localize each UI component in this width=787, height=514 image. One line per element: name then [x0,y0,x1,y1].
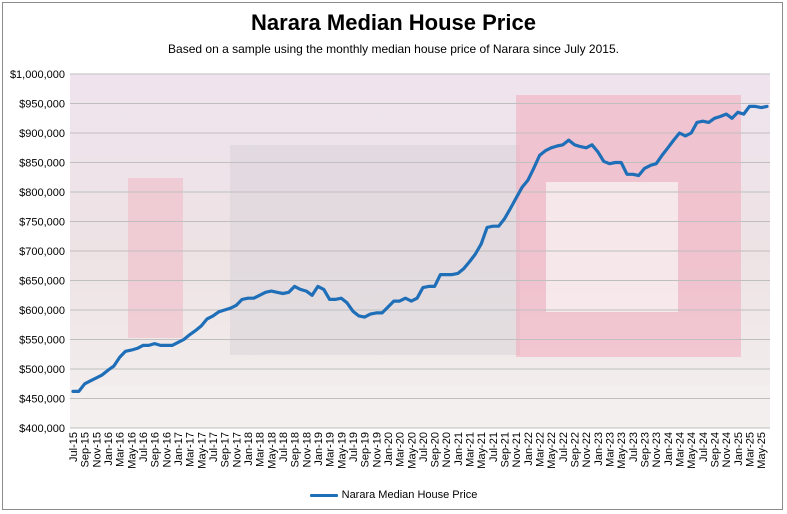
chart-subtitle: Based on a sample using the monthly medi… [168,42,619,56]
x-tick-label: Mar-21 [465,432,477,467]
x-tick-label: Mar-17 [185,432,197,467]
x-tick-label: Sep-22 [570,432,582,467]
x-tick-label: Mar-20 [395,432,407,467]
x-tick-label: Sep-17 [220,432,232,467]
x-tick-label: Jul-16 [138,432,150,462]
x-tick-label: May-25 [756,432,768,469]
x-tick-label: Sep-16 [150,432,162,467]
x-tick-label: Jul-15 [68,432,80,462]
bg-signboard [546,182,678,312]
x-tick-label: Nov-20 [441,432,453,467]
x-tick-label: Nov-15 [91,432,103,467]
y-tick-label: $850,000 [19,158,65,170]
x-tick-label: Sep-23 [640,432,652,467]
bg-building-left [128,178,183,338]
x-tick-label: Jul-20 [418,432,430,462]
x-tick-label: Nov-19 [371,432,383,467]
y-tick-label: $500,000 [19,364,65,376]
x-tick-label: Jan-24 [663,432,675,466]
x-tick-label: Jan-25 [733,432,745,466]
x-tick-label: Jan-19 [313,432,325,466]
x-tick-label: Jul-22 [558,432,570,462]
y-tick-label: $750,000 [19,217,65,229]
y-axis: $400,000 $450,000 $500,000 $550,000 $600,000… [10,69,65,435]
legend: Narara Median House Price [0,489,787,501]
y-tick-label: $800,000 [19,187,65,199]
series-line-narara-median-house-price [71,104,769,393]
legend-label: Narara Median House Price [341,489,478,501]
x-tick-label: Mar-18 [255,432,267,467]
x-tick-label: Sep-21 [500,432,512,467]
x-tick-label: Jan-18 [243,432,255,466]
x-tick-label: May-18 [266,432,278,469]
x-tick-label: Mar-19 [325,432,337,467]
x-tick-label: Jul-24 [698,432,710,462]
x-tick-label: Jan-17 [173,432,185,466]
x-tick-label: Nov-17 [231,432,243,467]
y-tick-label: $550,000 [19,335,65,347]
x-tick-label: May-19 [336,432,348,469]
x-tick-label: Sep-15 [80,432,92,467]
x-tick-label: May-22 [546,432,558,469]
x-tick-label: Nov-23 [651,432,663,467]
x-tick-label: Jan-20 [383,432,395,466]
x-tick-label: Jan-23 [593,432,605,466]
gridlines [70,73,770,429]
x-tick-label: Mar-24 [675,432,687,467]
x-tick-label: May-24 [686,432,698,469]
x-tick-label: Sep-18 [290,432,302,467]
x-tick-label: Sep-19 [360,432,372,467]
x-tick-label: Jan-22 [523,432,535,466]
x-tick-label: Jul-23 [628,432,640,462]
y-tick-label: $400,000 [19,423,65,435]
x-tick-label: Mar-23 [605,432,617,467]
y-tick-label: $450,000 [19,394,65,406]
x-tick-label: May-16 [126,432,138,469]
x-tick-label: May-17 [196,432,208,469]
legend-swatch [309,493,338,497]
x-tick-label: Jan-16 [103,432,115,466]
x-tick-label: Sep-24 [710,432,722,467]
y-tick-label: $1,000,000 [10,69,65,81]
x-tick-label: Nov-24 [721,432,733,467]
x-tick-label: May-21 [476,432,488,469]
x-tick-label: Nov-16 [161,432,173,467]
y-tick-label: $600,000 [19,305,65,317]
x-tick-label: Nov-21 [511,432,523,467]
x-tick-label: Mar-22 [535,432,547,467]
series-line-layer [71,104,769,393]
y-tick-label: $900,000 [19,128,65,140]
x-tick-label: Sep-20 [430,432,442,467]
bg-road [70,385,770,428]
x-tick-label: May-20 [406,432,418,469]
x-tick-label: Mar-25 [745,432,757,467]
x-axis: Jul-15 Sep-15 Nov-15 Jan-16 Mar-16 May-16 Jul-… [68,432,768,469]
x-tick-label: Jul-19 [348,432,360,462]
bg-building-center [230,145,520,355]
x-tick-label: Nov-18 [301,432,313,467]
x-tick-label: Nov-22 [581,432,593,467]
y-tick-label: $950,000 [19,99,65,111]
chart-title: Narara Median House Price [251,10,536,35]
y-tick-label: $700,000 [19,246,65,258]
x-tick-label: Jul-18 [278,432,290,462]
x-tick-label: May-23 [616,432,628,469]
x-tick-label: Mar-16 [115,432,127,467]
x-tick-label: Jul-17 [208,432,220,462]
x-tick-label: Jan-21 [453,432,465,466]
x-tick-label: Jul-21 [488,432,500,462]
y-tick-label: $650,000 [19,276,65,288]
